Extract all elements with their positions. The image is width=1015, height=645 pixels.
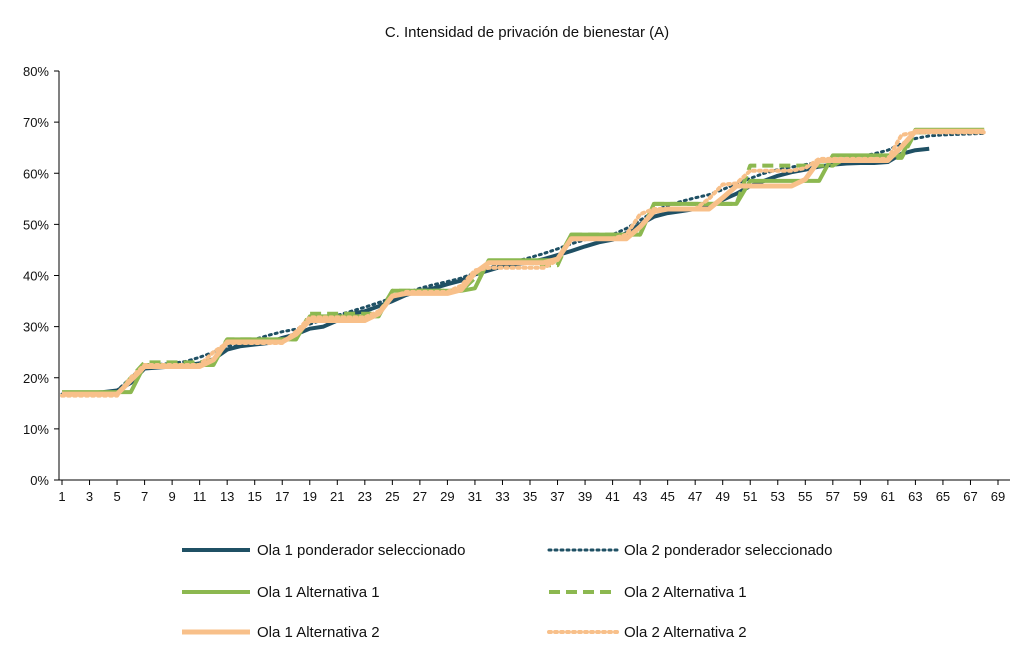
x-tick-label: 69 — [991, 489, 1005, 504]
axes: 0%10%20%30%40%50%60%70%80%1 3 5 7 9 11 13 15 17 1… — [23, 64, 1010, 504]
x-tick-label: 47 — [688, 489, 702, 504]
x-tick-label: 29 — [440, 489, 454, 504]
x-tick-label: 59 — [853, 489, 867, 504]
x-tick-label: 9 — [169, 489, 176, 504]
x-tick-label: 65 — [936, 489, 950, 504]
x-tick-label: 23 — [358, 489, 372, 504]
y-tick-label: 60% — [23, 166, 49, 181]
x-tick-label: 31 — [468, 489, 482, 504]
x-tick-label: 39 — [578, 489, 592, 504]
y-tick-label: 80% — [23, 64, 49, 79]
x-tick-label: 61 — [881, 489, 895, 504]
x-tick-label: 27 — [413, 489, 427, 504]
x-tick-label: 5 — [113, 489, 120, 504]
y-tick-label: 10% — [23, 422, 49, 437]
legend-label-1: Ola 2 ponderador seleccionado — [624, 542, 832, 559]
legend-label-4: Ola 1 Alternativa 2 — [257, 624, 380, 640]
x-tick-label: 63 — [908, 489, 922, 504]
legend-label-2: Ola 1 Alternativa 1 — [257, 584, 380, 601]
series-lines — [60, 127, 987, 398]
x-tick-label: 53 — [771, 489, 785, 504]
x-tick-label: 11 — [193, 489, 207, 504]
x-tick-label: 1 — [58, 489, 65, 504]
chart-title: C. Intensidad de privación de bienestar … — [385, 24, 669, 41]
series-line-0 — [62, 146, 930, 396]
x-tick-label: 67 — [963, 489, 977, 504]
legend: Ola 1 ponderador seleccionado Ola 2 ponde… — [182, 542, 832, 641]
series-line-4 — [62, 128, 985, 397]
x-tick-label: 3 — [86, 489, 93, 504]
y-tick-label: 70% — [23, 115, 49, 130]
x-tick-label: 33 — [495, 489, 509, 504]
x-tick-label: 55 — [798, 489, 812, 504]
x-tick-label: 17 — [275, 489, 289, 504]
x-tick-label: 35 — [523, 489, 537, 504]
x-tick-label: 57 — [826, 489, 840, 504]
legend-label-3: Ola 2 Alternativa 1 — [624, 584, 747, 601]
y-tick-label: 30% — [23, 320, 49, 335]
legend-label-5: Ola 2 Alternativa 2 — [624, 624, 747, 640]
x-tick-label: 13 — [220, 489, 234, 504]
x-tick-label: 37 — [550, 489, 564, 504]
legend-label-0: Ola 1 ponderador seleccionado — [257, 542, 465, 559]
x-tick-label: 51 — [743, 489, 757, 504]
x-tick-label: 45 — [660, 489, 674, 504]
x-tick-label: 49 — [715, 489, 729, 504]
y-tick-label: 20% — [23, 371, 49, 386]
y-tick-label: 40% — [23, 269, 49, 284]
x-tick-label: 7 — [141, 489, 148, 504]
x-tick-label: 25 — [385, 489, 399, 504]
x-tick-label: 15 — [247, 489, 261, 504]
y-tick-label: 0% — [30, 473, 49, 488]
x-tick-label: 21 — [330, 489, 344, 504]
y-tick-label: 50% — [23, 217, 49, 232]
x-tick-label: 43 — [633, 489, 647, 504]
x-tick-label: 19 — [303, 489, 317, 504]
x-tick-label: 41 — [605, 489, 619, 504]
